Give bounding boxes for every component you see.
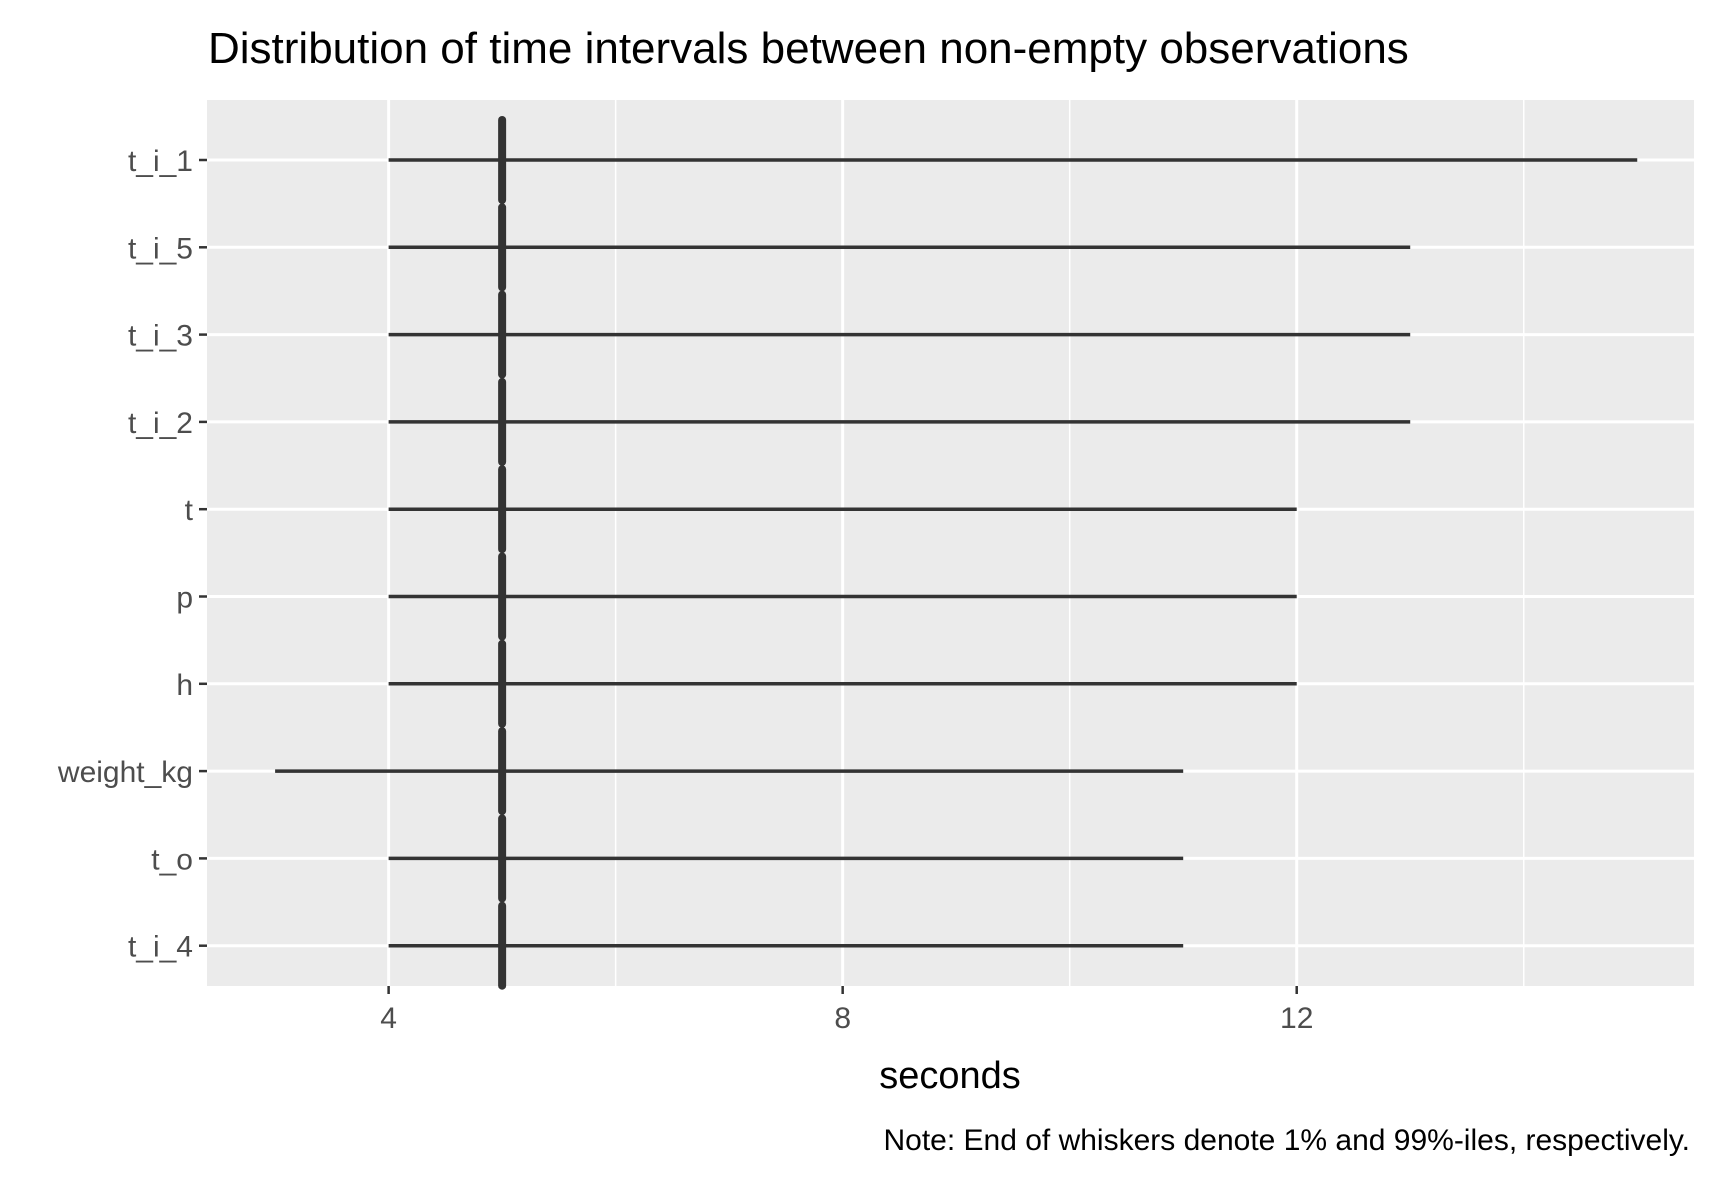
axes: t_i_1 t_i_5 t_i_3 t_i_2t p h weight_kg t_o t_i_4… [57,145,1313,1035]
box-t_i_1 [388,116,1638,204]
box-t_i_5 [388,203,1411,292]
box-h [388,639,1297,728]
y-tick-label-1: t_i_5 [128,232,193,265]
box-t_i_2 [388,377,1411,466]
chart-caption: Note: End of whiskers denote 1% and 99%-… [883,1124,1690,1157]
x-axis-title: seconds [879,1055,1021,1097]
y-tick-label-6: h [176,669,193,702]
plot-panel [207,100,1694,986]
x-tick-label-1: 8 [834,1002,851,1035]
box-t_i_4 [388,901,1184,990]
box-t_o [388,814,1184,903]
y-tick-label-4: t [185,494,194,527]
y-tick-label-5: p [176,582,193,615]
chart-title: Distribution of time intervals between n… [208,24,1409,73]
x-tick-label-0: 4 [380,1002,397,1035]
x-tick-label-2: 12 [1280,1002,1313,1035]
y-tick-label-3: t_i_2 [128,407,193,440]
box-t [388,465,1297,554]
y-tick-label-9: t_i_4 [128,931,193,964]
boxes [275,116,1638,990]
box-t_i_3 [388,290,1411,379]
box-weight_kg [275,727,1184,816]
y-tick-label-2: t_i_3 [128,320,193,353]
y-tick-label-8: t_o [151,843,193,876]
y-tick-label-0: t_i_1 [128,145,193,178]
box-p [388,552,1297,641]
y-tick-label-7: weight_kg [57,756,193,789]
